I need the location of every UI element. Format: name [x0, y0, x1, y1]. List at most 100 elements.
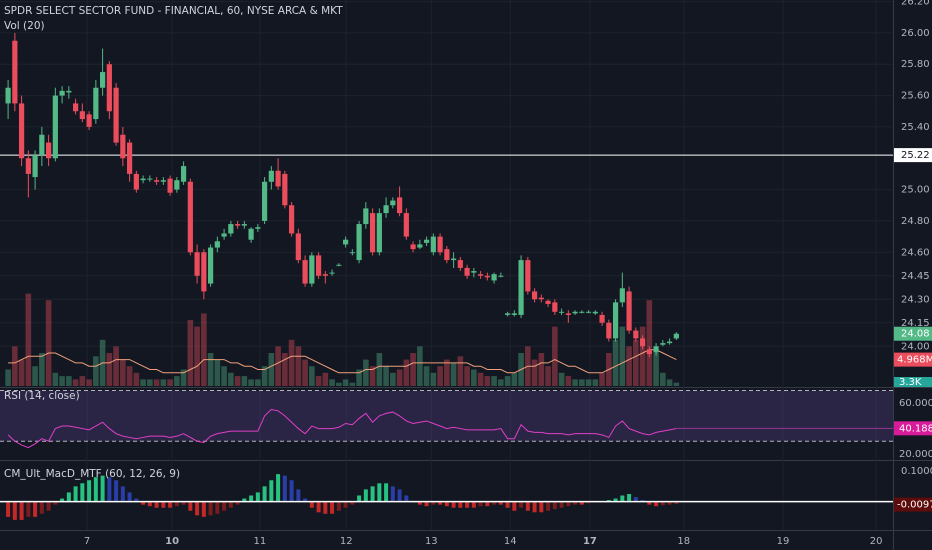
macd-bar — [444, 501, 449, 507]
candle-body — [268, 170, 274, 182]
candle-body — [504, 313, 511, 315]
y-tick-label: 25.60 — [901, 91, 930, 102]
macd-bar — [478, 501, 483, 507]
candle-body — [32, 155, 38, 178]
candle-body — [653, 346, 659, 353]
candle-body — [599, 314, 605, 323]
macd-bar — [154, 501, 159, 508]
volume-bar — [275, 346, 281, 386]
volume-bar — [450, 362, 457, 386]
macd-bar — [147, 501, 152, 507]
macd-bar — [309, 501, 314, 508]
volume-bar — [255, 379, 261, 386]
volume-bar — [626, 346, 632, 386]
candle-body — [248, 228, 254, 240]
volume-bar — [207, 353, 214, 386]
candle-body — [592, 311, 598, 314]
candle-body — [241, 224, 247, 226]
volume-bar — [363, 359, 369, 386]
macd-bar — [208, 501, 213, 516]
macd-bar — [350, 501, 355, 505]
candle-body — [531, 291, 538, 300]
candle-body — [673, 333, 679, 339]
macd-bar — [654, 501, 659, 507]
volume-bar — [653, 353, 659, 386]
marks — [0, 32, 893, 520]
candle-body — [126, 142, 133, 174]
candle-body — [18, 103, 25, 159]
macd-bar — [377, 483, 382, 502]
candle-body — [45, 142, 52, 159]
candle-body — [484, 275, 490, 278]
candle-body — [106, 64, 112, 112]
volume-bar — [113, 346, 119, 386]
rsi-badge-label: 40.1881 — [899, 423, 932, 434]
volume-bar — [160, 379, 167, 386]
candle-body — [52, 95, 58, 159]
candle-body — [174, 180, 180, 190]
macd-bar — [492, 501, 497, 505]
macd-bar — [282, 475, 287, 502]
volume-bar — [12, 346, 18, 386]
volume-bar — [295, 346, 302, 386]
macd-bar — [660, 501, 665, 506]
candle-body — [410, 244, 416, 250]
volume-bar — [315, 376, 322, 386]
volume-bar — [228, 372, 234, 386]
candle-body — [207, 247, 214, 284]
macd-bar — [107, 477, 112, 502]
macd-bar — [33, 501, 38, 517]
volume-bar — [599, 372, 605, 386]
macd-bar — [613, 498, 618, 502]
macd-bar — [606, 500, 611, 502]
macd-bar — [53, 501, 58, 505]
volume-bar — [619, 326, 626, 386]
x-tick-label: 18 — [677, 536, 690, 547]
volume-bar — [5, 369, 11, 386]
candle-body — [444, 249, 450, 261]
macd-tick-label: 0.1000 — [901, 466, 932, 477]
volume-badge — [894, 352, 932, 367]
volume-bar — [410, 353, 416, 386]
candle-body — [612, 302, 619, 339]
candle-body — [336, 264, 342, 266]
volume-bar — [309, 366, 315, 386]
candle-body — [133, 173, 139, 190]
candle-body — [477, 274, 484, 276]
macd-bar — [269, 480, 274, 502]
candle-body — [288, 205, 295, 234]
candle-body — [201, 252, 207, 292]
volume-bar — [32, 366, 38, 386]
candle-body — [66, 90, 72, 93]
volume-bar — [25, 293, 32, 386]
macd-bar — [120, 486, 125, 502]
candle-body — [255, 227, 261, 229]
volume-bar — [329, 379, 335, 386]
volume-bar — [282, 353, 288, 386]
macd-bar — [296, 489, 301, 502]
volume-bar — [52, 372, 59, 386]
macd-bar — [93, 477, 98, 502]
macd-bar — [357, 495, 362, 502]
volume-bar — [592, 379, 599, 386]
macd-bar — [195, 501, 200, 516]
candle-body — [180, 166, 187, 182]
candle-body — [221, 233, 227, 237]
macd-bar — [519, 501, 524, 508]
macd-bar — [471, 501, 476, 508]
candle-body — [660, 343, 666, 345]
macd-bar — [505, 501, 510, 508]
macd-bar — [289, 480, 294, 502]
candle-body — [585, 311, 592, 313]
volume-bar — [545, 366, 551, 386]
candle-body — [545, 300, 551, 304]
candle-body — [275, 170, 281, 187]
macd-bar — [552, 501, 557, 510]
x-tick-label: 10 — [165, 536, 179, 547]
x-tick-label: 13 — [425, 536, 438, 547]
volume-bar — [383, 366, 389, 386]
macd-bar — [141, 501, 146, 505]
candle-body — [383, 205, 389, 214]
candle-body — [322, 274, 328, 276]
volume-bar — [369, 366, 376, 386]
